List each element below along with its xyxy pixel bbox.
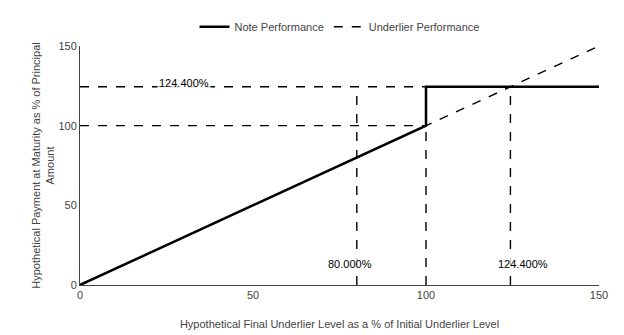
svg-text:Hypothetical Final Underlier L: Hypothetical Final Underlier Level as a … [180, 318, 499, 330]
svg-text:100: 100 [417, 289, 435, 301]
svg-text:50: 50 [247, 289, 259, 301]
svg-text:150: 150 [590, 289, 608, 301]
svg-text:100: 100 [58, 120, 76, 132]
svg-text:124.400%: 124.400% [498, 258, 548, 270]
svg-text:0: 0 [71, 279, 77, 291]
svg-text:150: 150 [58, 40, 76, 52]
svg-text:80.000%: 80.000% [328, 258, 372, 270]
svg-text:124.400%: 124.400% [159, 77, 209, 89]
svg-text:Note Performance: Note Performance [235, 21, 324, 33]
svg-text:Underlier Performance: Underlier Performance [369, 21, 480, 33]
svg-text:Hypothetical Payment at Maturi: Hypothetical Payment at Maturity as % of… [30, 42, 56, 288]
svg-text:0: 0 [77, 289, 83, 301]
svg-text:50: 50 [65, 199, 77, 211]
